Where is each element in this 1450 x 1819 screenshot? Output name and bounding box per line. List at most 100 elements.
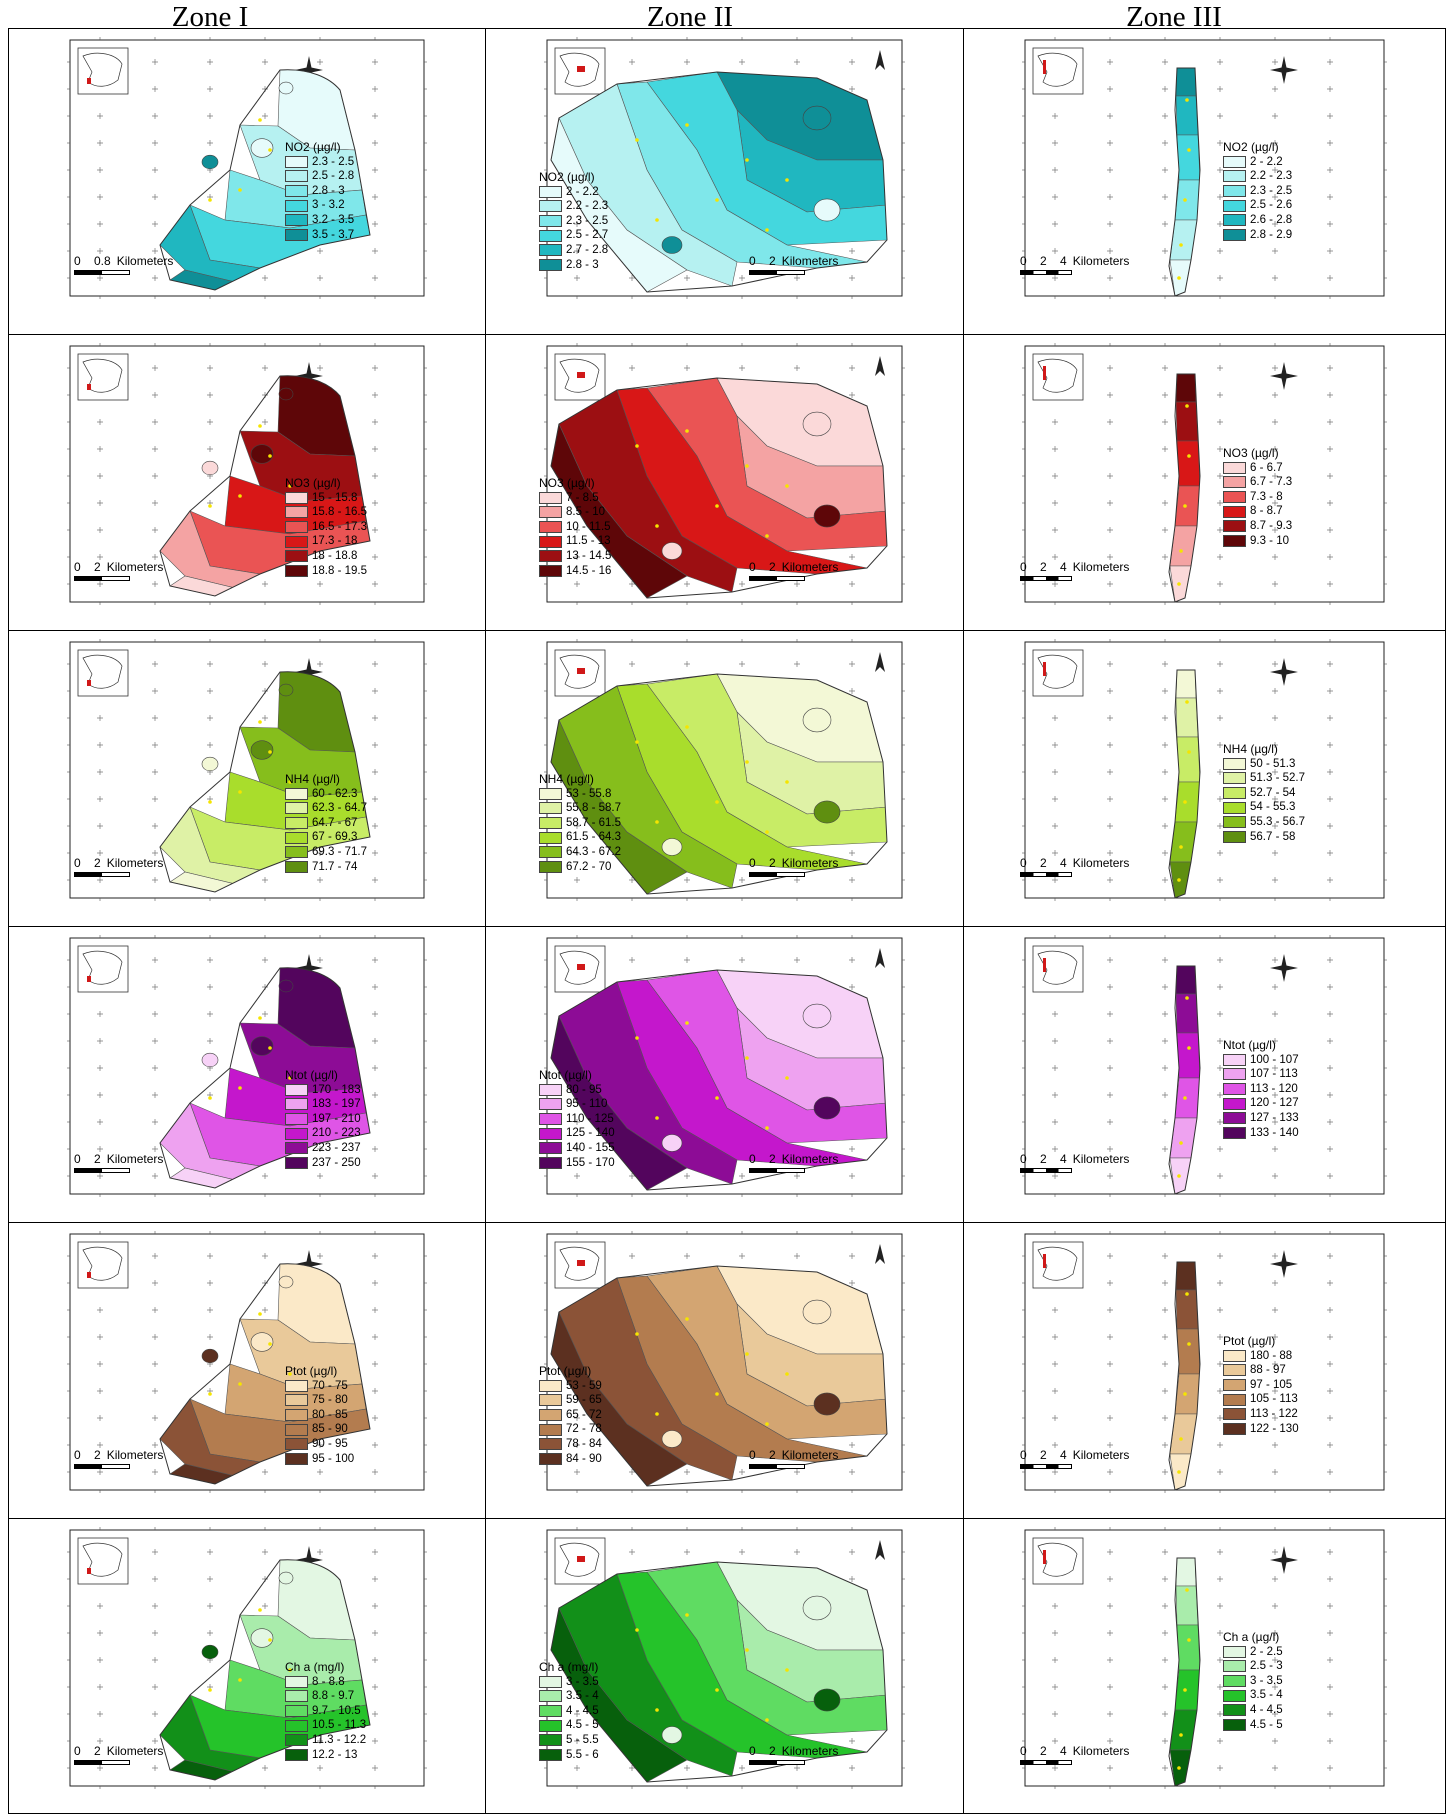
graticule-cross	[1052, 1415, 1058, 1421]
graticule-cross	[372, 984, 378, 990]
graticule-cross	[1272, 957, 1278, 963]
graticule-cross	[1272, 194, 1278, 200]
legend-swatch	[539, 1156, 562, 1169]
legend-swatch	[285, 185, 308, 198]
graticule-cross	[152, 796, 158, 802]
legend-class-label: 60 - 62.3	[312, 787, 358, 800]
scale-bar-labels: 0 2 4 Kilometers	[1020, 856, 1129, 870]
scale-bar-numbers: 0 2 4	[1020, 1448, 1067, 1462]
graticule-cross	[849, 86, 855, 92]
graticule-cross	[372, 1065, 378, 1071]
graticule-cross	[1217, 984, 1223, 990]
legend-class-label: 2.7 - 2.8	[566, 243, 609, 256]
graticule-cross	[1327, 248, 1333, 254]
legend-item: 16.5 - 17.3	[285, 520, 367, 535]
row-divider	[8, 926, 1446, 927]
map-panel-ptot-zone-3: Ptot (µg/l) 180 - 88 88 - 97 97 - 105 105 - …	[965, 1224, 1444, 1520]
map-legend: Ntot (µg/l) 170 - 183 183 - 197 197 - 210 21…	[285, 1068, 361, 1170]
legend-class-label: 3 - 3.5	[1250, 1674, 1283, 1687]
legend-item: 2.3 - 2.5	[539, 214, 608, 229]
legend-class-label: 80 - 95	[566, 1083, 602, 1096]
legend-item: 3 - 3.5	[1223, 1674, 1283, 1689]
graticule-cross	[97, 1334, 103, 1340]
graticule-cross	[372, 1146, 378, 1152]
concentration-hotspot	[201, 756, 219, 772]
graticule-cross	[849, 554, 855, 560]
graticule-cross	[1162, 167, 1168, 173]
legend-class-label: 122 - 130	[1250, 1422, 1299, 1435]
graticule-cross	[1217, 769, 1223, 775]
graticule-cross	[97, 473, 103, 479]
scale-bar-unit: Kilometers	[106, 856, 164, 870]
graticule-cross	[207, 715, 213, 721]
graticule-cross	[317, 1253, 323, 1259]
graticule-cross	[372, 715, 378, 721]
choropleth-map	[550, 673, 888, 895]
legend-class-label: 52.7 - 54	[1250, 786, 1296, 799]
map-legend: NH4 (µg/l) 50 - 51.3 51.3 - 52.7 52.7 - 54 5…	[1223, 742, 1305, 844]
graticule-cross	[1052, 1765, 1058, 1771]
graticule-cross	[1162, 742, 1168, 748]
graticule-cross	[1162, 1253, 1168, 1259]
legend-item: 133 - 140	[1223, 1126, 1299, 1141]
legend-class-label: 95 - 110	[566, 1098, 608, 1111]
legend-item: 4.5 - 5	[1223, 1718, 1283, 1733]
graticule-cross	[1272, 715, 1278, 721]
graticule-cross	[1052, 275, 1058, 281]
graticule-cross	[1217, 554, 1223, 560]
graticule-cross	[317, 957, 323, 963]
legend-item: 2.5 - 2.8	[285, 169, 354, 184]
graticule-cross	[1327, 167, 1333, 173]
graticule-cross	[629, 1469, 635, 1475]
legend-item: 67.2 - 70	[539, 860, 621, 875]
legend-swatch	[1223, 170, 1246, 183]
legend-class-label: 7 - 8.5	[566, 491, 599, 504]
graticule-cross	[152, 1280, 158, 1286]
graticule-cross	[262, 1307, 268, 1313]
map-frame	[1024, 937, 1385, 1195]
graticule-cross	[1327, 1119, 1333, 1125]
legend-swatch	[1223, 1379, 1246, 1392]
sampling-point	[1185, 700, 1189, 704]
legend-swatch	[1223, 1068, 1246, 1081]
graticule-cross	[1272, 86, 1278, 92]
graticule-cross	[372, 1549, 378, 1555]
sampling-point	[258, 1016, 262, 1020]
scale-bar	[74, 1760, 130, 1765]
concentration-zone	[1175, 1585, 1199, 1626]
graticule-cross	[97, 1469, 103, 1475]
graticule-cross	[849, 365, 855, 371]
legend-item: 78 - 84	[539, 1437, 602, 1452]
scale-bar-labels: 0 2 4 Kilometers	[1020, 1744, 1129, 1758]
sampling-point	[268, 148, 272, 152]
legend-item: 2.5 - 3	[1223, 1659, 1283, 1674]
legend-swatch	[285, 564, 308, 577]
legend-class-label: 56.7 - 58	[1250, 830, 1296, 843]
study-area-boundary	[159, 967, 371, 1189]
graticule-cross	[1107, 1280, 1113, 1286]
legend-class-label: 105 - 113	[1250, 1393, 1298, 1406]
graticule-cross	[1327, 1173, 1333, 1179]
sampling-point	[685, 1021, 689, 1025]
study-area-boundary	[550, 969, 888, 1191]
graticule-cross	[97, 1361, 103, 1367]
graticule-cross	[207, 140, 213, 146]
graticule-cross	[262, 1603, 268, 1609]
graticule-cross	[97, 248, 103, 254]
graticule-cross	[1217, 1603, 1223, 1609]
graticule-cross	[1107, 500, 1113, 506]
scale-bar-numbers: 0 2	[749, 560, 776, 574]
graticule-cross	[1107, 850, 1113, 856]
concentration-zone	[1175, 401, 1199, 442]
legend-class-label: 70 - 75	[312, 1379, 348, 1392]
graticule-cross	[1162, 500, 1168, 506]
legend-item: 122 - 130	[1223, 1422, 1299, 1437]
graticule-cross	[684, 877, 690, 883]
choropleth-map	[159, 967, 371, 1189]
graticule-cross	[1107, 86, 1113, 92]
graticule-cross	[1162, 554, 1168, 560]
sampling-point	[1179, 243, 1183, 247]
graticule-cross	[262, 1173, 268, 1179]
graticule-cross	[97, 742, 103, 748]
graticule-cross	[849, 877, 855, 883]
